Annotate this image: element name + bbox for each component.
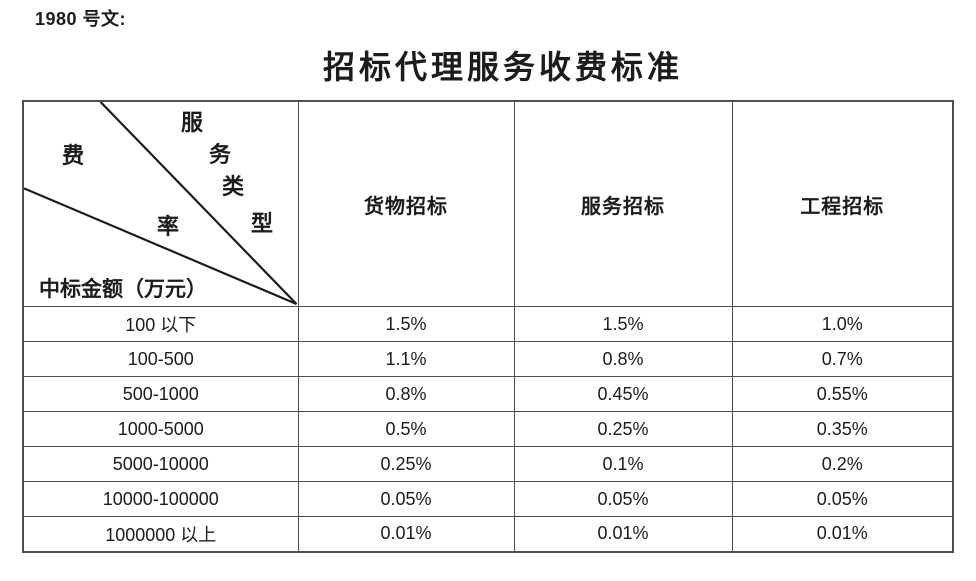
rate-cell: 1.5%: [297, 306, 515, 342]
diagonal-lines: [24, 102, 297, 306]
diagonal-header-cell: 服 务 类 型 费 率 中标金额（万元）: [22, 100, 299, 307]
column-header-works-bidding: 工程招标: [731, 100, 954, 307]
rate-cell: 0.45%: [513, 376, 733, 412]
rate-cell: 0.01%: [513, 516, 733, 552]
corner-label-service-type-char: 型: [250, 211, 274, 236]
diagonal-line-upper: [99, 102, 297, 305]
rate-cell: 0.5%: [297, 411, 515, 447]
rate-cell: 0.8%: [297, 376, 515, 412]
diagonal-line-lower: [24, 187, 297, 306]
rate-cell: 0.05%: [513, 481, 733, 517]
corner-label-rate-char: 率: [156, 214, 180, 239]
amount-range-cell: 1000000 以上: [22, 516, 299, 552]
rate-cell: 0.25%: [297, 446, 515, 482]
amount-range-cell: 100-500: [22, 341, 299, 377]
rate-cell: 0.55%: [731, 376, 954, 412]
fee-table-body: 100 以下 1.5% 1.5% 1.0% 100-500 1.1% 0.8% …: [22, 306, 954, 552]
doc-number-label: 1980 号文:: [35, 9, 127, 29]
table-row: 1000-5000 0.5% 0.25% 0.35%: [22, 411, 954, 447]
rate-cell: 0.1%: [513, 446, 733, 482]
corner-label-service-type-char: 务: [208, 142, 232, 167]
table-row: 500-1000 0.8% 0.45% 0.55%: [22, 376, 954, 412]
amount-range-cell: 500-1000: [22, 376, 299, 412]
table-header-row: 服 务 类 型 费 率 中标金额（万元） 货物招标 服务招标 工程招标: [22, 100, 954, 307]
rate-cell: 1.0%: [731, 306, 954, 342]
fee-table: 服 务 类 型 费 率 中标金额（万元） 货物招标 服务招标 工程招标 100 …: [22, 100, 954, 553]
rate-cell: 0.8%: [513, 341, 733, 377]
rate-cell: 0.05%: [297, 481, 515, 517]
table-row: 5000-10000 0.25% 0.1% 0.2%: [22, 446, 954, 482]
corner-label-bid-amount: 中标金额（万元）: [39, 277, 207, 301]
rate-cell: 0.05%: [731, 481, 954, 517]
corner-label-service-type-char: 类: [221, 174, 245, 199]
table-row: 10000-100000 0.05% 0.05% 0.05%: [22, 481, 954, 517]
amount-range-cell: 10000-100000: [22, 481, 299, 517]
column-header-services-bidding: 服务招标: [513, 100, 733, 307]
table-row: 100-500 1.1% 0.8% 0.7%: [22, 341, 954, 377]
table-row: 100 以下 1.5% 1.5% 1.0%: [22, 306, 954, 342]
rate-cell: 0.01%: [297, 516, 515, 552]
amount-range-cell: 100 以下: [22, 306, 299, 342]
rate-cell: 0.01%: [731, 516, 954, 552]
table-row: 1000000 以上 0.01% 0.01% 0.01%: [22, 516, 954, 552]
rate-cell: 0.25%: [513, 411, 733, 447]
amount-range-cell: 1000-5000: [22, 411, 299, 447]
page-title: 招标代理服务收费标准: [322, 49, 683, 85]
rate-cell: 1.1%: [297, 341, 515, 377]
column-header-goods-bidding: 货物招标: [297, 100, 515, 307]
rate-cell: 0.7%: [731, 341, 954, 377]
rate-cell: 1.5%: [513, 306, 733, 342]
corner-label-service-type-char: 服: [180, 110, 204, 135]
corner-label-rate-char: 费: [61, 143, 85, 168]
rate-cell: 0.35%: [731, 411, 954, 447]
rate-cell: 0.2%: [731, 446, 954, 482]
amount-range-cell: 5000-10000: [22, 446, 299, 482]
